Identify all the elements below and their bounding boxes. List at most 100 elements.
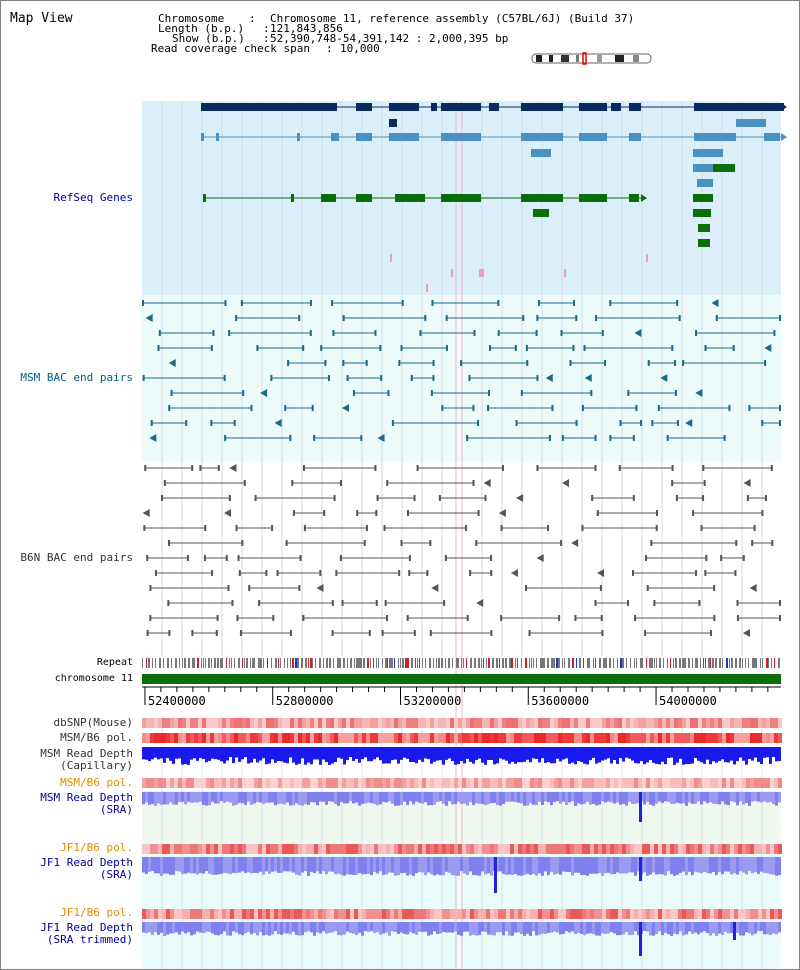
- msm-bac-single-end: [168, 359, 176, 367]
- repeat-element: [630, 658, 631, 668]
- jf1-trimmed-depth-bar: [547, 922, 550, 933]
- dbsnp-cell: [166, 718, 170, 728]
- msm-bac-end: [619, 420, 622, 426]
- jf1-b6-pol2-cell: [510, 909, 514, 919]
- msm-bac-end: [761, 420, 764, 426]
- msm-b6-pol-cell: [218, 733, 222, 743]
- jf1-b6-pol2-cell: [382, 909, 386, 919]
- b6n-bac-end: [265, 570, 268, 576]
- jf1-b6-pol-cell: [694, 844, 698, 854]
- jf1-b6-pol2-cell: [458, 909, 462, 919]
- repeat-element: [329, 658, 331, 668]
- dbsnp-cell: [626, 718, 630, 728]
- jf1-trimmed-depth-bar: [250, 922, 253, 935]
- b6n-bac-end: [655, 525, 658, 531]
- jf1-sra-depth-bar: [778, 857, 781, 875]
- jf1-trimmed-depth-bar: [187, 922, 190, 933]
- msm-capillary-depth-bar: [268, 747, 271, 764]
- jf1-sra-depth-bar: [421, 857, 424, 873]
- msm-b6-pol-cell: [550, 733, 554, 743]
- msm-b6-pol-cell: [274, 733, 278, 743]
- dbsnp-cell: [730, 718, 734, 728]
- msm-bac-end: [309, 300, 312, 306]
- jf1-b6-pol2-cell: [166, 909, 170, 919]
- repeat-element: [640, 658, 642, 668]
- msm-b6-pol-cell: [338, 733, 342, 743]
- msm-bac-end: [445, 345, 448, 351]
- msm-b6-pol2-cell: [542, 778, 546, 788]
- dbsnp-cell: [714, 718, 718, 728]
- dbsnp-cell: [218, 718, 222, 728]
- jf1-b6-pol-cell: [474, 844, 478, 854]
- msm-capillary-depth-bar: [364, 747, 367, 758]
- jf1-sra-depth-bar: [184, 857, 187, 874]
- jf1-trimmed-depth-bar: [343, 922, 346, 935]
- msm-capillary-depth-bar: [574, 747, 577, 765]
- msm-capillary-depth-bar: [292, 747, 295, 763]
- msm-sra-depth-bar: [436, 792, 439, 803]
- msm-b6-pol2-cell: [186, 778, 190, 788]
- b6n-bac-end: [426, 570, 429, 576]
- jf1-b6-pol2-cell: [190, 909, 194, 919]
- b6n-bac-features: [142, 464, 781, 637]
- b6n-bac-end: [599, 585, 602, 591]
- b6n-bac-end: [751, 540, 754, 546]
- msm-capillary-depth-bar: [313, 747, 316, 760]
- jf1-sra-depth-bar: [649, 857, 652, 875]
- track-label-jf1-depth-trimmed-sub: (SRA trimmed): [46, 933, 133, 946]
- msm-capillary-depth-bar: [628, 747, 631, 759]
- msm-capillary-depth-bar: [163, 747, 166, 763]
- jf1-b6-pol-cell: [418, 844, 422, 854]
- refseq-gene-small: [693, 164, 713, 172]
- msm-sra-depth-bar: [244, 792, 247, 805]
- msm-capillary-depth-bar: [181, 747, 184, 765]
- msm-b6-pol2-cell: [774, 778, 778, 788]
- jf1-b6-pol-cell: [758, 844, 762, 854]
- b6n-bac-end: [558, 615, 561, 621]
- msm-capillary-depth-bar: [490, 747, 493, 761]
- dbsnp-cell: [458, 718, 462, 728]
- jf1-trimmed-depth-bar: [484, 922, 487, 932]
- jf1-b6-pol2-cell: [778, 909, 782, 919]
- msm-capillary-depth-bar: [598, 747, 601, 763]
- repeat-element: [622, 658, 624, 668]
- jf1-b6-pol-cell: [450, 844, 454, 854]
- msm-sra-depth-bar: [349, 792, 352, 802]
- jf1-sra-depth-bar: [259, 857, 262, 872]
- dbsnp-cell: [258, 718, 262, 728]
- dbsnp-cell: [410, 718, 414, 728]
- jf1-b6-pol-cell: [182, 844, 186, 854]
- msm-capillary-depth-bar: [748, 747, 751, 759]
- msm-bac-end: [520, 390, 523, 396]
- repeat-element: [301, 658, 303, 668]
- msm-sra-depth-bar: [196, 792, 199, 803]
- jf1-b6-pol2-cell: [530, 909, 534, 919]
- b6n-bac-end: [291, 480, 294, 486]
- msm-b6-pol2-cell: [210, 778, 214, 788]
- jf1-trimmed-depth-bar: [658, 922, 661, 932]
- jf1-trimmed-depth-bar: [592, 922, 595, 935]
- jf1-b6-pol2-cell: [158, 909, 162, 919]
- jf1-trimmed-depth-bar: [244, 922, 247, 934]
- msm-capillary-depth-bar: [703, 747, 706, 764]
- msm-sra-depth-bar: [661, 792, 664, 804]
- msm-b6-pol2-cell: [238, 778, 242, 788]
- b6n-bac-end: [761, 510, 764, 516]
- msm-bac-end: [387, 390, 390, 396]
- axis-tick-label: 52800000: [276, 694, 334, 708]
- b6n-bac-end: [490, 555, 493, 561]
- repeat-element: [675, 658, 677, 668]
- msm-capillary-depth-bar: [736, 747, 739, 762]
- dbsnp-cell: [322, 718, 326, 728]
- repeat-element: [756, 658, 757, 668]
- repeat-element: [387, 658, 388, 668]
- msm-b6-pol2-cell: [146, 778, 150, 788]
- msm-sra-depth-bar: [379, 792, 382, 805]
- msm-b6-pol2-cell: [498, 778, 502, 788]
- jf1-sra-depth-bar: [499, 857, 502, 872]
- msm-bac-end: [270, 375, 273, 381]
- msm-sra-depth-bar: [697, 792, 700, 802]
- dbsnp-cell: [510, 718, 514, 728]
- jf1-b6-pol-cell: [314, 844, 318, 854]
